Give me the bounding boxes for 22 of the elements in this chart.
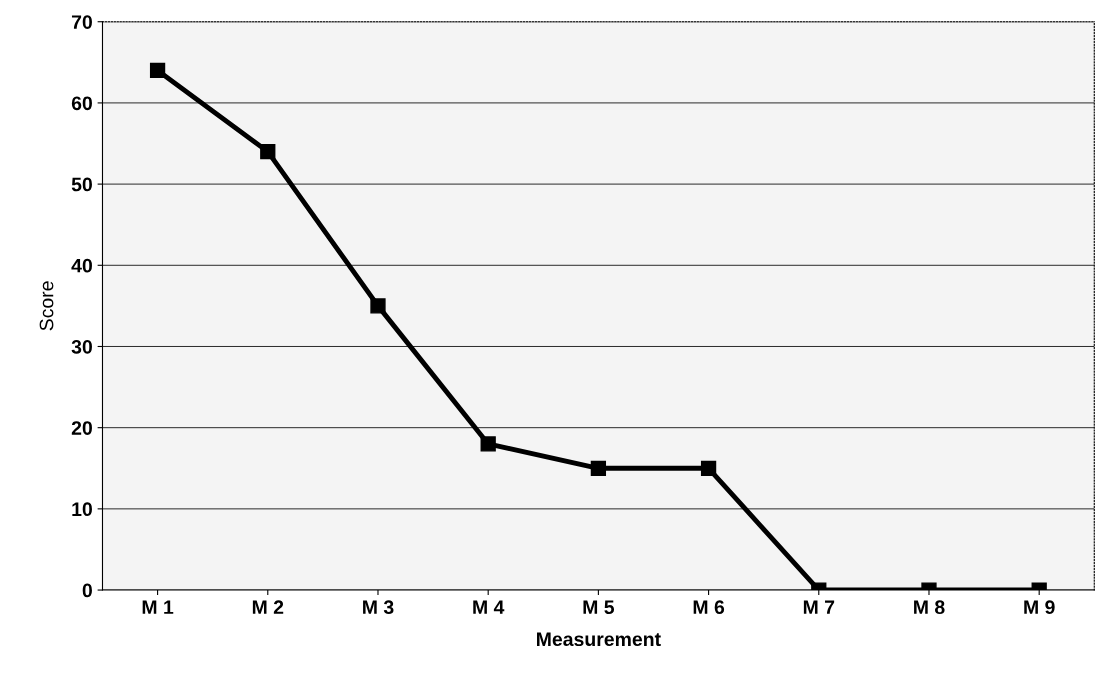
y-axis-title: Score bbox=[39, 281, 54, 331]
y-tick-label: 0 bbox=[82, 583, 92, 598]
y-tick-label: 20 bbox=[71, 421, 92, 435]
x-tick-label: M 8 bbox=[914, 600, 945, 615]
y-tick-label: 70 bbox=[71, 15, 92, 29]
y-tick-label: 10 bbox=[72, 502, 92, 517]
x-axis-title: Measurement bbox=[537, 632, 661, 647]
x-tick-label: M 7 bbox=[803, 600, 835, 614]
y-tick-label: 30 bbox=[71, 339, 92, 354]
x-tick-label: M 9 bbox=[1024, 600, 1055, 615]
x-tick-label: M 1 bbox=[142, 600, 174, 614]
point bbox=[260, 143, 276, 160]
y-tick-label: 40 bbox=[71, 258, 92, 273]
y-tick-label: 60 bbox=[71, 96, 92, 111]
x-tick-label: M 3 bbox=[363, 600, 394, 615]
x-tick-label: M 2 bbox=[252, 600, 284, 614]
x-tick-label: M 4 bbox=[473, 600, 505, 614]
x-tick-label: M 6 bbox=[693, 600, 725, 615]
point bbox=[370, 298, 386, 314]
y-tick-label: 50 bbox=[71, 177, 92, 192]
x-tick-label: M 5 bbox=[583, 600, 615, 615]
point bbox=[149, 62, 166, 79]
